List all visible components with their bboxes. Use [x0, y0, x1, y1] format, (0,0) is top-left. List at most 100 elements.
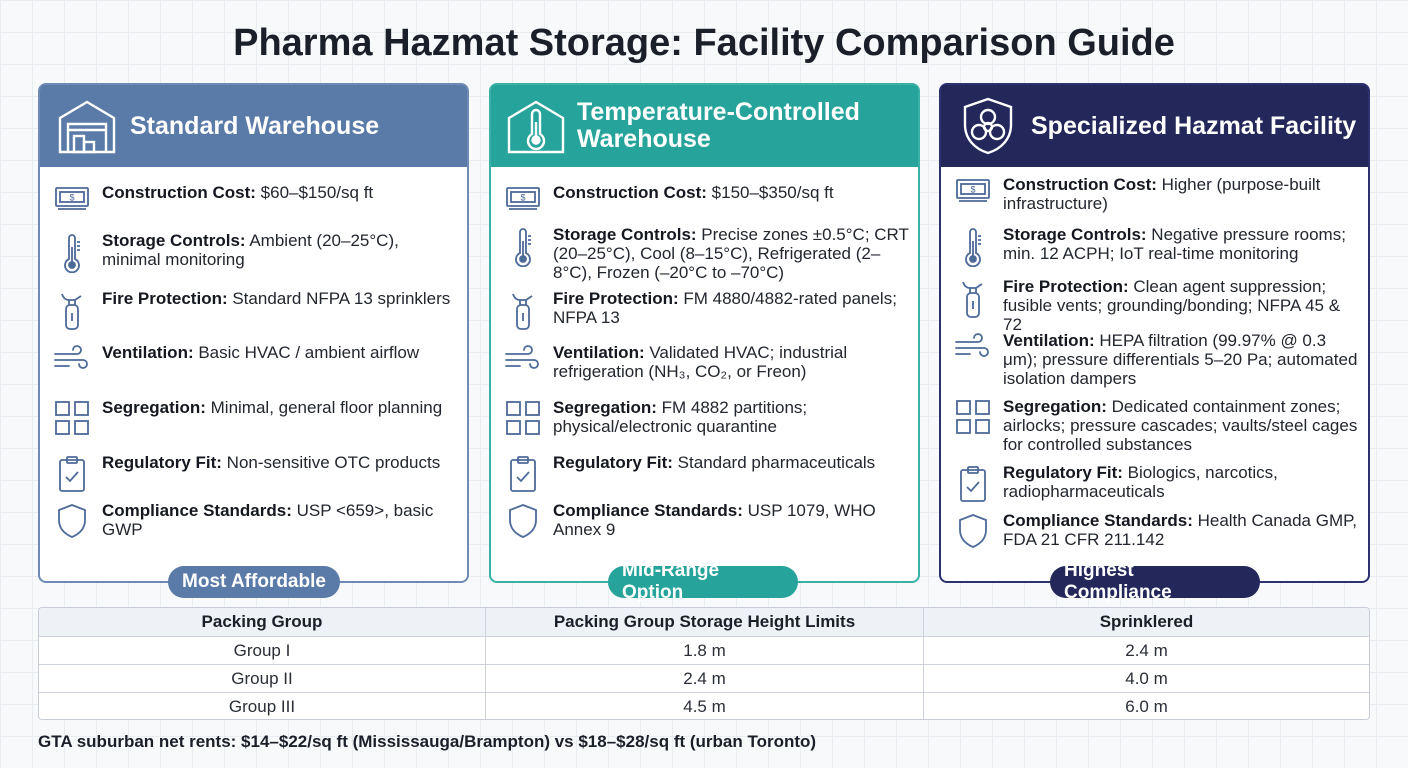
spec-label: Regulatory Fit: — [1003, 463, 1123, 482]
spec-text: Segregation: Dedicated containment zones… — [1003, 397, 1362, 454]
spec-label: Regulatory Fit: — [553, 453, 673, 472]
clipboard-check-icon — [52, 453, 92, 493]
column-header: Packing Group Storage Height Limits — [485, 608, 923, 636]
shield-icon — [953, 511, 993, 549]
card-rows: $ Construction Cost: $150–$350/sq ft Stora… — [491, 167, 918, 539]
spec-label: Storage Controls: — [102, 231, 246, 250]
table-row: Group III 4.5 m 6.0 m — [39, 692, 1369, 719]
spec-label: Compliance Standards: — [102, 501, 292, 520]
table-cell: Group I — [233, 640, 291, 660]
spec-row: Compliance Standards: USP <659>, basic G… — [52, 501, 461, 539]
spec-value: USP <659>, basic GWP — [102, 501, 434, 539]
packing-group-table: Packing Group Packing Group Storage Heig… — [38, 607, 1370, 720]
spec-row: Compliance Standards: USP 1079, WHO Anne… — [503, 501, 912, 539]
spec-value: Standard NFPA 13 sprinklers — [227, 289, 451, 308]
money-icon: $ — [503, 183, 543, 211]
spec-label: Construction Cost: — [102, 183, 256, 202]
spec-text: Regulatory Fit: Standard pharmaceuticals — [553, 453, 875, 472]
spec-text: Segregation: Minimal, general floor plan… — [102, 398, 442, 417]
fire-extinguisher-icon — [503, 289, 543, 331]
spec-row: Storage Controls: Negative pressure room… — [953, 225, 1362, 267]
card-temperature-controlled-warehouse: Temperature-Controlled Warehouse $ Constr… — [489, 83, 920, 583]
spec-value: Non-sensitive OTC products — [221, 453, 441, 472]
spec-label: Fire Protection: — [1003, 277, 1129, 296]
spec-value: Ambient (20–25°C), minimal monitoring — [102, 231, 399, 269]
spec-text: Construction Cost: Higher (purpose-built… — [1003, 175, 1362, 213]
column-header: Packing Group — [201, 612, 323, 631]
spec-value: Clean agent suppression; fusible vents; … — [1003, 277, 1341, 334]
table-cell: 4.0 m — [923, 665, 1369, 692]
spec-text: Compliance Standards: Health Canada GMP,… — [1003, 511, 1362, 549]
shield-icon — [52, 501, 92, 539]
spec-row: Segregation: Dedicated containment zones… — [953, 397, 1362, 454]
spec-text: Ventilation: Basic HVAC / ambient airflo… — [102, 343, 419, 362]
spec-row: Regulatory Fit: Non-sensitive OTC produc… — [52, 453, 461, 493]
table-cell: 6.0 m — [923, 693, 1369, 719]
spec-text: Fire Protection: FM 4880/4882-rated pane… — [553, 289, 912, 327]
spec-row: $ Construction Cost: $150–$350/sq ft — [503, 183, 912, 211]
clipboard-check-icon — [503, 453, 543, 493]
spec-text: Construction Cost: $150–$350/sq ft — [553, 183, 834, 202]
spec-value: Health Canada GMP, FDA 21 CFR 211.142 — [1003, 511, 1357, 549]
spec-value: Basic HVAC / ambient airflow — [193, 343, 420, 362]
svg-text:$: $ — [69, 193, 74, 203]
spec-value: Standard pharmaceuticals — [672, 453, 876, 472]
spec-text: Segregation: FM 4882 partitions; physica… — [553, 398, 912, 436]
fire-extinguisher-icon — [953, 277, 993, 319]
spec-text: Ventilation: Validated HVAC; industrial … — [553, 343, 912, 381]
spec-label: Storage Controls: — [1003, 225, 1147, 244]
spec-row: Segregation: Minimal, general floor plan… — [52, 398, 461, 436]
clipboard-check-icon — [953, 463, 993, 503]
spec-row: Segregation: FM 4882 partitions; physica… — [503, 398, 912, 436]
fire-extinguisher-icon — [52, 289, 92, 331]
spec-row: Fire Protection: FM 4880/4882-rated pane… — [503, 289, 912, 331]
spec-label: Storage Controls: — [553, 225, 697, 244]
spec-label: Compliance Standards: — [1003, 511, 1193, 530]
spec-row: $ Construction Cost: Higher (purpose-buil… — [953, 175, 1362, 213]
spec-label: Ventilation: — [102, 343, 194, 362]
card-rows: $ Construction Cost: $60–$150/sq ft Storag… — [40, 167, 467, 539]
wind-icon — [503, 343, 543, 373]
temperature-warehouse-icon — [505, 93, 567, 159]
spec-value: Dedicated containment zones; airlocks; p… — [1003, 397, 1358, 454]
spec-row: Fire Protection: Clean agent suppression… — [953, 277, 1362, 334]
card-title: Specialized Hazmat Facility — [1031, 111, 1357, 140]
shield-icon — [503, 501, 543, 539]
warehouse-icon — [54, 93, 120, 159]
money-icon: $ — [953, 175, 993, 203]
spec-row: $ Construction Cost: $60–$150/sq ft — [52, 183, 461, 211]
spec-text: Compliance Standards: USP <659>, basic G… — [102, 501, 461, 539]
spec-row: Compliance Standards: Health Canada GMP,… — [953, 511, 1362, 549]
badge-most-affordable: Most Affordable — [168, 566, 340, 598]
biohazard-shield-icon — [955, 93, 1021, 159]
spec-text: Regulatory Fit: Non-sensitive OTC produc… — [102, 453, 440, 472]
spec-label: Ventilation: — [553, 343, 645, 362]
spec-text: Ventilation: HEPA filtration (99.97% @ 0… — [1003, 331, 1362, 388]
card-header: Specialized Hazmat Facility — [941, 85, 1368, 167]
thermometer-icon — [52, 231, 92, 273]
table-cell: Group III — [228, 696, 296, 716]
money-icon: $ — [52, 183, 92, 211]
table-cell: 4.5 m — [485, 693, 923, 719]
card-header: Standard Warehouse — [40, 85, 467, 167]
spec-row: Storage Controls: Precise zones ±0.5°C; … — [503, 225, 912, 282]
spec-label: Fire Protection: — [553, 289, 679, 308]
spec-value: Negative pressure rooms; min. 12 ACPH; I… — [1003, 225, 1346, 263]
thermometer-icon — [953, 225, 993, 267]
wind-icon — [953, 331, 993, 361]
spec-label: Compliance Standards: — [553, 501, 743, 520]
spec-value: Precise zones ±0.5°C; CRT (20–25°C), Coo… — [553, 225, 909, 282]
page-title: Pharma Hazmat Storage: Facility Comparis… — [233, 22, 1175, 64]
spec-row: Storage Controls: Ambient (20–25°C), min… — [52, 231, 461, 273]
spec-text: Compliance Standards: USP 1079, WHO Anne… — [553, 501, 912, 539]
spec-value: Minimal, general floor planning — [205, 398, 443, 417]
spec-label: Ventilation: — [1003, 331, 1095, 350]
table-row: Group II 2.4 m 4.0 m — [39, 664, 1369, 692]
card-rows: $ Construction Cost: Higher (purpose-buil… — [941, 167, 1368, 549]
wind-icon — [52, 343, 92, 373]
spec-value: Validated HVAC; industrial refrigeration… — [553, 343, 848, 381]
spec-label: Fire Protection: — [102, 289, 228, 308]
spec-value: HEPA filtration (99.97% @ 0.3 μm); press… — [1003, 331, 1358, 388]
thermometer-icon — [503, 225, 543, 267]
spec-text: Storage Controls: Ambient (20–25°C), min… — [102, 231, 461, 269]
